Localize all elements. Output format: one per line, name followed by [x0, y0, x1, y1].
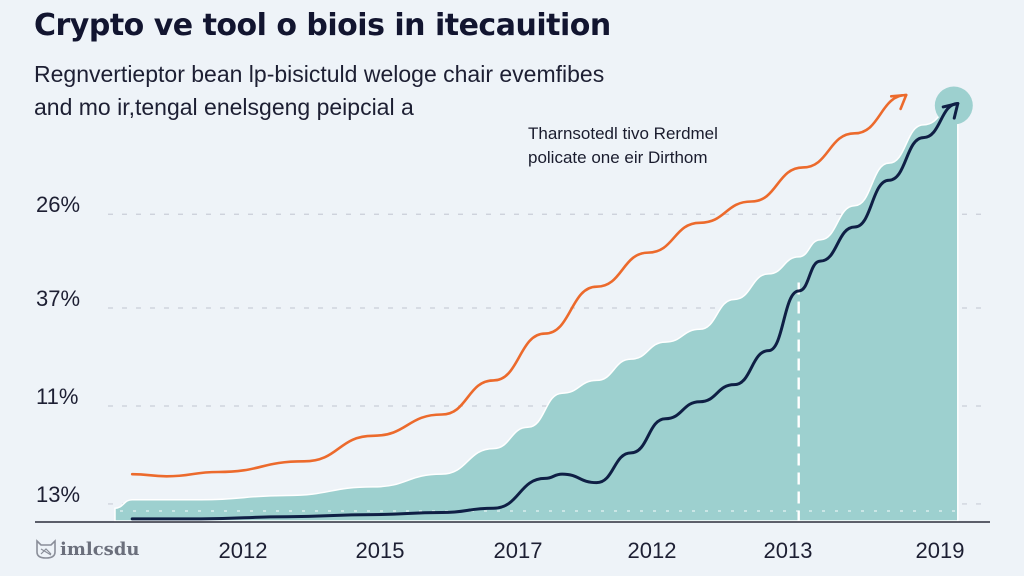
orange-series-line	[130, 93, 908, 478]
teal-area	[114, 102, 959, 522]
area-series	[114, 86, 973, 522]
chart-annotation: Tharnsotedl tivo Rerdmel policate one ei…	[528, 122, 788, 170]
orange-arrowhead	[889, 93, 908, 111]
brand-logo: imlcsdu	[34, 538, 140, 560]
x-tick-label: 2013	[763, 538, 813, 563]
y-tick-label: 13%	[36, 481, 81, 507]
chart-subtitle: Regnvertieptor bean lp-bisictuld weloge …	[34, 58, 674, 124]
cat-face-icon	[36, 539, 56, 559]
navy-series-line	[130, 102, 960, 521]
subtitle-line: Regnvertieptor bean lp-bisictuld weloge …	[34, 61, 605, 87]
annotation-line: policate one eir Dirthom	[528, 148, 708, 167]
x-tick-label: 2019	[915, 538, 965, 563]
line-series	[130, 93, 960, 521]
chart-title: Crypto ve tool o biois in itecauition	[34, 8, 611, 43]
brand-label: imlcsdu	[60, 538, 140, 560]
subtitle-line: and mo ir,tengal enelsgeng peipcial a	[34, 94, 414, 120]
x-tick-label: 2015	[355, 538, 405, 563]
y-tick-label: 26%	[36, 192, 81, 218]
x-tick-label: 2017	[493, 538, 543, 563]
y-tick-label: 11%	[36, 383, 79, 409]
y-tick-label: 37%	[36, 286, 81, 311]
annotation-line: Tharnsotedl tivo Rerdmel	[528, 124, 718, 143]
x-tick-label: 2012	[218, 538, 268, 563]
navy-arrowhead	[941, 102, 960, 120]
x-tick-label: 2012	[627, 538, 677, 563]
